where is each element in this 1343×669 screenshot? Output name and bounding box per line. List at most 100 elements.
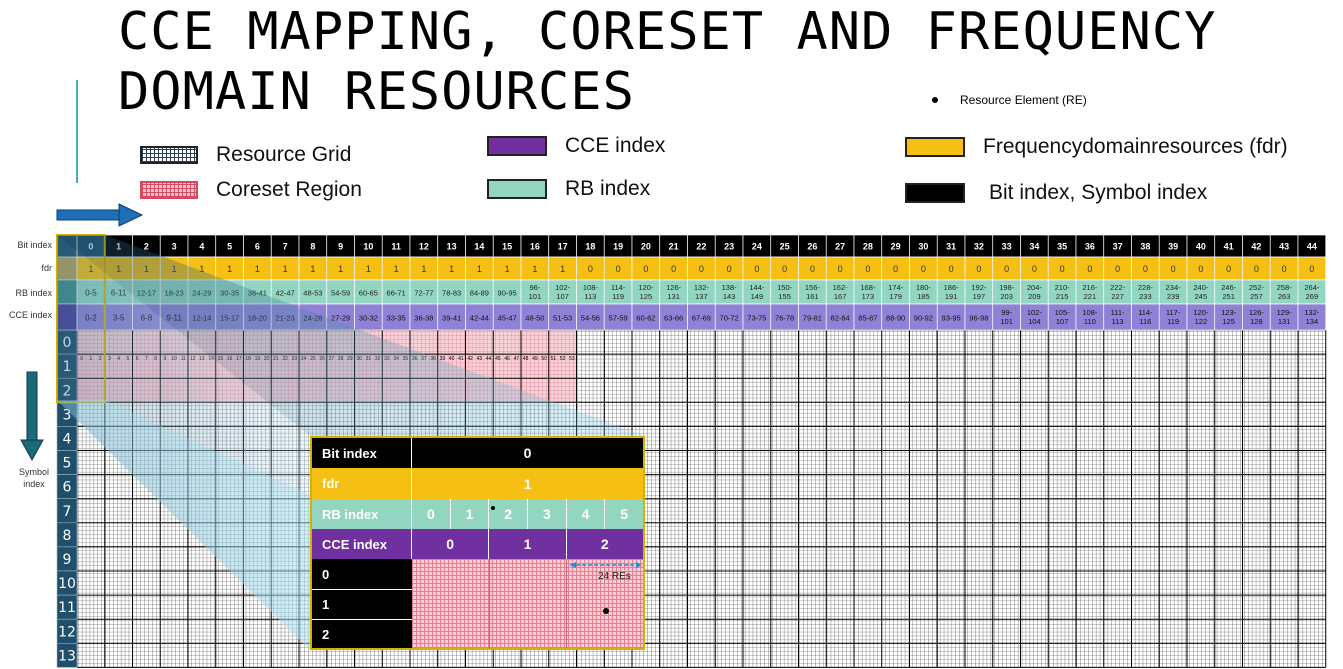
legend-cce-label: CCE index — [565, 134, 666, 157]
legend-fdr-label: Frequencydomainresources (fdr) — [983, 135, 1288, 158]
rb-index-cell — [1158, 279, 1188, 305]
bit-index-value: 44 — [1307, 242, 1317, 252]
bit-index-value: 27 — [835, 242, 845, 252]
rb-index-value: 258- — [1277, 283, 1293, 292]
cce-index-cell — [1047, 303, 1077, 331]
zoom-symbol-row-2: 2 — [312, 619, 412, 648]
fdr-value: 0 — [1032, 264, 1037, 274]
bit-index-value: 4 — [199, 242, 204, 252]
rb-index-value: 107 — [556, 292, 569, 301]
cce-index-cell — [936, 303, 966, 331]
cce-index-cell — [992, 303, 1021, 331]
bit-index-value: 24 — [752, 242, 762, 252]
resource-grid-swatch — [140, 146, 198, 164]
cce-index-cell — [742, 303, 772, 331]
fdr-value: 0 — [1282, 264, 1287, 274]
cce-index-value: 126- — [1249, 308, 1265, 317]
cce-index-value: 128 — [1250, 317, 1263, 326]
row-label-fdr: fdr — [41, 263, 52, 273]
zoom-fdr-value: 1 — [523, 475, 532, 492]
bit-index-value: 33 — [1002, 242, 1012, 252]
cce-index-value: 99- — [1001, 308, 1012, 317]
row-label-rb-index: RB index — [15, 288, 52, 298]
coreset-cce-number: 39 — [440, 356, 446, 362]
zoom-rb-4: 4 — [567, 499, 606, 529]
rb-index-value: 162- — [833, 283, 849, 292]
bit-index-value: 18 — [585, 242, 595, 252]
bit-index-value: 32 — [974, 242, 984, 252]
coreset-cce-number: 41 — [458, 356, 464, 362]
zoom-annotations — [491, 506, 642, 614]
bit-index-value: 9 — [338, 242, 343, 252]
title-accent-line — [76, 80, 78, 183]
bit-index-value: 2 — [144, 242, 149, 252]
rb-index-value: 210- — [1055, 283, 1071, 292]
fdr-value: 0 — [754, 264, 759, 274]
rb-index-value: 263 — [1278, 292, 1291, 301]
bit-index-value: 3 — [172, 242, 177, 252]
coreset-cce-number: 51 — [551, 356, 557, 362]
legend-resource-grid: Resource Grid — [140, 143, 351, 167]
cce-index-value: 85-87 — [858, 314, 877, 323]
fdr-value: 0 — [1254, 264, 1259, 274]
zoom-rb-1: 1 — [451, 499, 490, 529]
bit-index-value: 34 — [1029, 242, 1039, 252]
cce-index-value: 39-41 — [442, 314, 461, 323]
rb-index-value: 84-89 — [470, 289, 489, 298]
coreset-swatch — [140, 181, 198, 199]
cce-index-value: 70-72 — [720, 314, 739, 323]
symbol-index-label: 6 — [63, 480, 72, 496]
rb-index-value: 179 — [889, 292, 902, 301]
cce-index-cell — [492, 303, 522, 331]
zoom-rb-label: RB index — [312, 499, 412, 529]
bit-index-value: 10 — [363, 242, 373, 252]
fdr-value: 0 — [838, 264, 843, 274]
bit-index-value: 43 — [1279, 242, 1289, 252]
rb-index-value: 132- — [694, 283, 710, 292]
rb-index-cell — [909, 279, 938, 305]
rb-index-cell — [576, 279, 605, 305]
rb-index-value: 185 — [917, 292, 930, 301]
cce-index-value: 30-32 — [359, 314, 378, 323]
legend-resource-grid-label: Resource Grid — [216, 143, 352, 166]
zoom-symbol-row-0: 0 — [312, 559, 412, 589]
cce-index-value: 36-38 — [414, 314, 433, 323]
cce-index-value: 134 — [1306, 317, 1319, 326]
zoom-cce-row: CCE index 0 1 2 — [312, 529, 643, 559]
cce-index-value: 122 — [1195, 317, 1208, 326]
cce-index-value: 125 — [1222, 317, 1235, 326]
arrow-right-icon — [56, 203, 144, 227]
bit-index-value: 7 — [283, 242, 288, 252]
zoom-rb-2: 2 — [489, 499, 529, 529]
re-marker-dot — [491, 506, 495, 510]
cce-index-value: 111- — [1111, 308, 1125, 317]
rb-swatch — [487, 179, 547, 199]
cce-index-value: 48-50 — [525, 314, 544, 323]
coreset-cce-number: 42 — [467, 356, 473, 362]
fdr-value: 1 — [449, 264, 454, 274]
coreset-cce-number: 52 — [560, 356, 566, 362]
rb-index-value: 174- — [888, 283, 904, 292]
coreset-cce-number: 45 — [495, 356, 501, 362]
fdr-value: 0 — [1171, 264, 1176, 274]
bit-index-value: 28 — [863, 242, 873, 252]
zoom-bit-label: Bit index — [312, 438, 412, 468]
symbol-index-cell — [56, 642, 78, 668]
bit-index-value: 8 — [310, 242, 315, 252]
cce-index-value: 132- — [1304, 308, 1320, 317]
fdr-value: 1 — [227, 264, 232, 274]
rb-index-value: 221 — [1084, 292, 1097, 301]
coreset-cce-number: 53 — [569, 356, 575, 362]
rb-index-value: 119 — [612, 292, 624, 301]
cce-index-cell — [1269, 303, 1299, 331]
rb-index-value: 197 — [973, 292, 986, 301]
coreset-cce-number: 49 — [532, 356, 538, 362]
legend-re-label: Resource Element (RE) — [960, 93, 1087, 107]
bit-index-value: 25 — [780, 242, 790, 252]
cce-index-value: 96-98 — [969, 314, 988, 323]
cce-index-value: 114- — [1138, 308, 1153, 317]
cce-index-cell — [603, 303, 633, 331]
rb-index-value: 161 — [806, 292, 819, 301]
bit-index-value: 11 — [391, 242, 401, 252]
